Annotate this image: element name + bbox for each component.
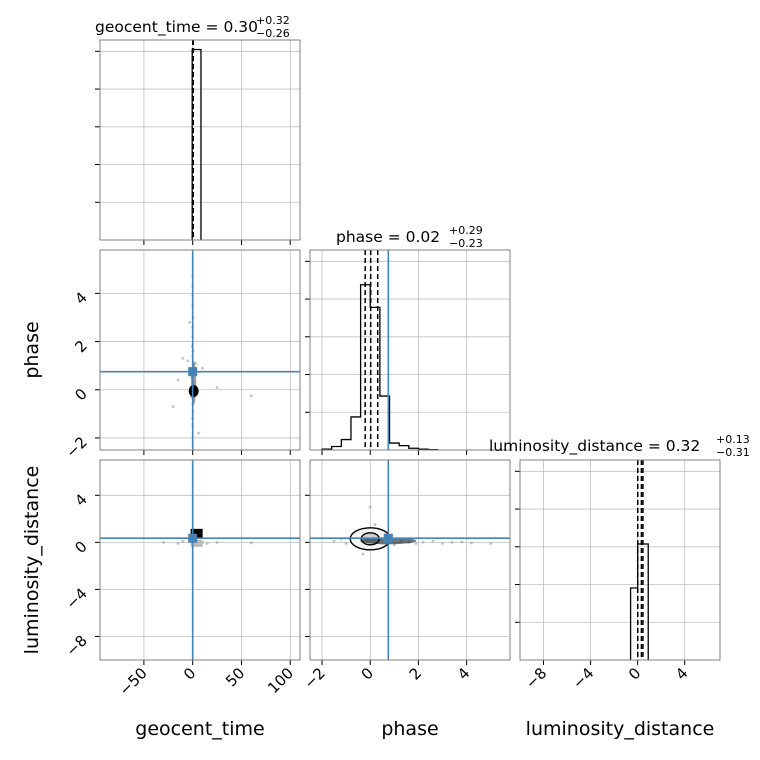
scatter-content [310,460,510,660]
scatter-point [188,320,192,324]
tick-label-x: −50 [116,664,151,699]
tick-label-y: 4 [71,288,90,307]
scatter-point [460,540,464,544]
axes-frame [309,459,511,661]
hist-panel-geocent-time [95,39,301,245]
scatter-point [368,505,372,509]
axes-frame [519,459,721,661]
scatter-point [201,366,204,370]
scatter-point [373,523,377,527]
xlabel-geocent-time: geocent_time [135,718,264,740]
density-core [188,384,199,397]
tick-label-x: 4 [454,664,473,683]
histogram-step [629,543,649,660]
axes-frame [99,459,301,661]
scatter-point [414,542,418,545]
svg-text:+0.29: +0.29 [449,224,483,237]
histogram-step [321,284,439,451]
svg-text:−0.31: −0.31 [716,446,750,459]
svg-text:phase = 0.02: phase = 0.02 [336,228,440,246]
scatter-point [441,542,444,545]
axes-frame [309,249,511,451]
truth-marker [188,533,198,543]
tick-label-x: 0 [180,664,199,683]
scatter-panel-phase-vs-geocent-time: −2 0 2 4 [62,249,301,461]
scatter-content [100,460,300,660]
title-luminosity-distance: luminosity_distance = 0.32 +0.13 −0.31 [489,433,750,459]
scatter-point [332,539,336,543]
tick-label-x: 0 [358,664,377,683]
truth-marker [188,367,198,377]
scatter-point [489,542,493,545]
truth-marker [383,533,393,543]
tick-label-y: −8 [62,632,90,660]
scatter-point [249,541,253,545]
scatter-point [162,540,165,544]
svg-text:−0.26: −0.26 [256,27,290,40]
title-geocent-time: geocent_time = 0.30 +0.32 −0.26 [95,14,290,40]
density-core [190,528,203,538]
tick-label-x: 0 [625,664,644,683]
tick-label-x: 4 [672,664,691,683]
scatter-point [361,552,365,556]
tick-label-y: −2 [62,433,90,461]
tick-label-x: −8 [522,664,550,692]
hist-panel-luminosity-distance: −8 −4 0 4 [515,459,721,692]
svg-text:luminosity_distance = 0.32: luminosity_distance = 0.32 [489,437,700,456]
ylabel-luminosity-distance: luminosity_distance [21,466,43,655]
scatter-content [100,250,300,450]
scatter-point [344,542,348,545]
scatter-point [176,542,180,545]
tick-label-y: 4 [71,490,90,509]
scatter-point [249,394,253,398]
scatter-point [205,542,209,545]
title-phase: phase = 0.02 +0.29 −0.23 [336,224,483,250]
tick-label-x: −4 [569,664,597,692]
tick-label-y: 0 [71,385,90,404]
scatter-point [197,431,200,435]
ylabel-phase: phase [21,321,43,378]
scatter-point [181,357,185,360]
scatter-point [186,359,190,363]
tick-label-y: 0 [71,537,90,556]
tick-label-x: −2 [301,664,329,692]
svg-text:−0.23: −0.23 [449,237,483,250]
tick-label-x: 50 [222,664,248,690]
scatter-point [181,539,185,543]
scatter-point [176,378,180,382]
xlabel-phase: phase [381,718,438,740]
svg-text:+0.13: +0.13 [716,433,750,446]
tick-label-y: 2 [71,337,90,356]
hist-panel-phase [305,249,511,455]
svg-text:geocent_time = 0.30: geocent_time = 0.30 [95,18,258,37]
scatter-point [431,539,435,543]
tick-label-x: 2 [406,664,425,683]
tick-label-y: −4 [62,585,90,613]
density-core-low [190,539,203,547]
scatter-panel-luminosity-distance-vs-phase: −2 0 2 4 [301,459,511,692]
scatter-point [470,541,473,545]
scatter-point [450,540,454,544]
scatter-panel-luminosity-distance-vs-geocent-time: −50 0 50 100 −8 −4 0 4 [62,459,301,699]
panels-layer: −8 −4 0 4 −2 0 2 4 −50 0 50 100 −8 −4 0 4 −2 0 2 4 [62,39,721,699]
svg-text:+0.32: +0.32 [256,14,290,27]
scatter-point [421,540,425,544]
axes-frame [99,39,301,241]
scatter-point [215,385,219,389]
xlabel-luminosity-distance: luminosity_distance [526,718,715,740]
scatter-point [171,405,175,409]
tick-label-x: 100 [264,664,297,697]
axes-frame [99,249,301,451]
scatter-point [215,540,219,544]
